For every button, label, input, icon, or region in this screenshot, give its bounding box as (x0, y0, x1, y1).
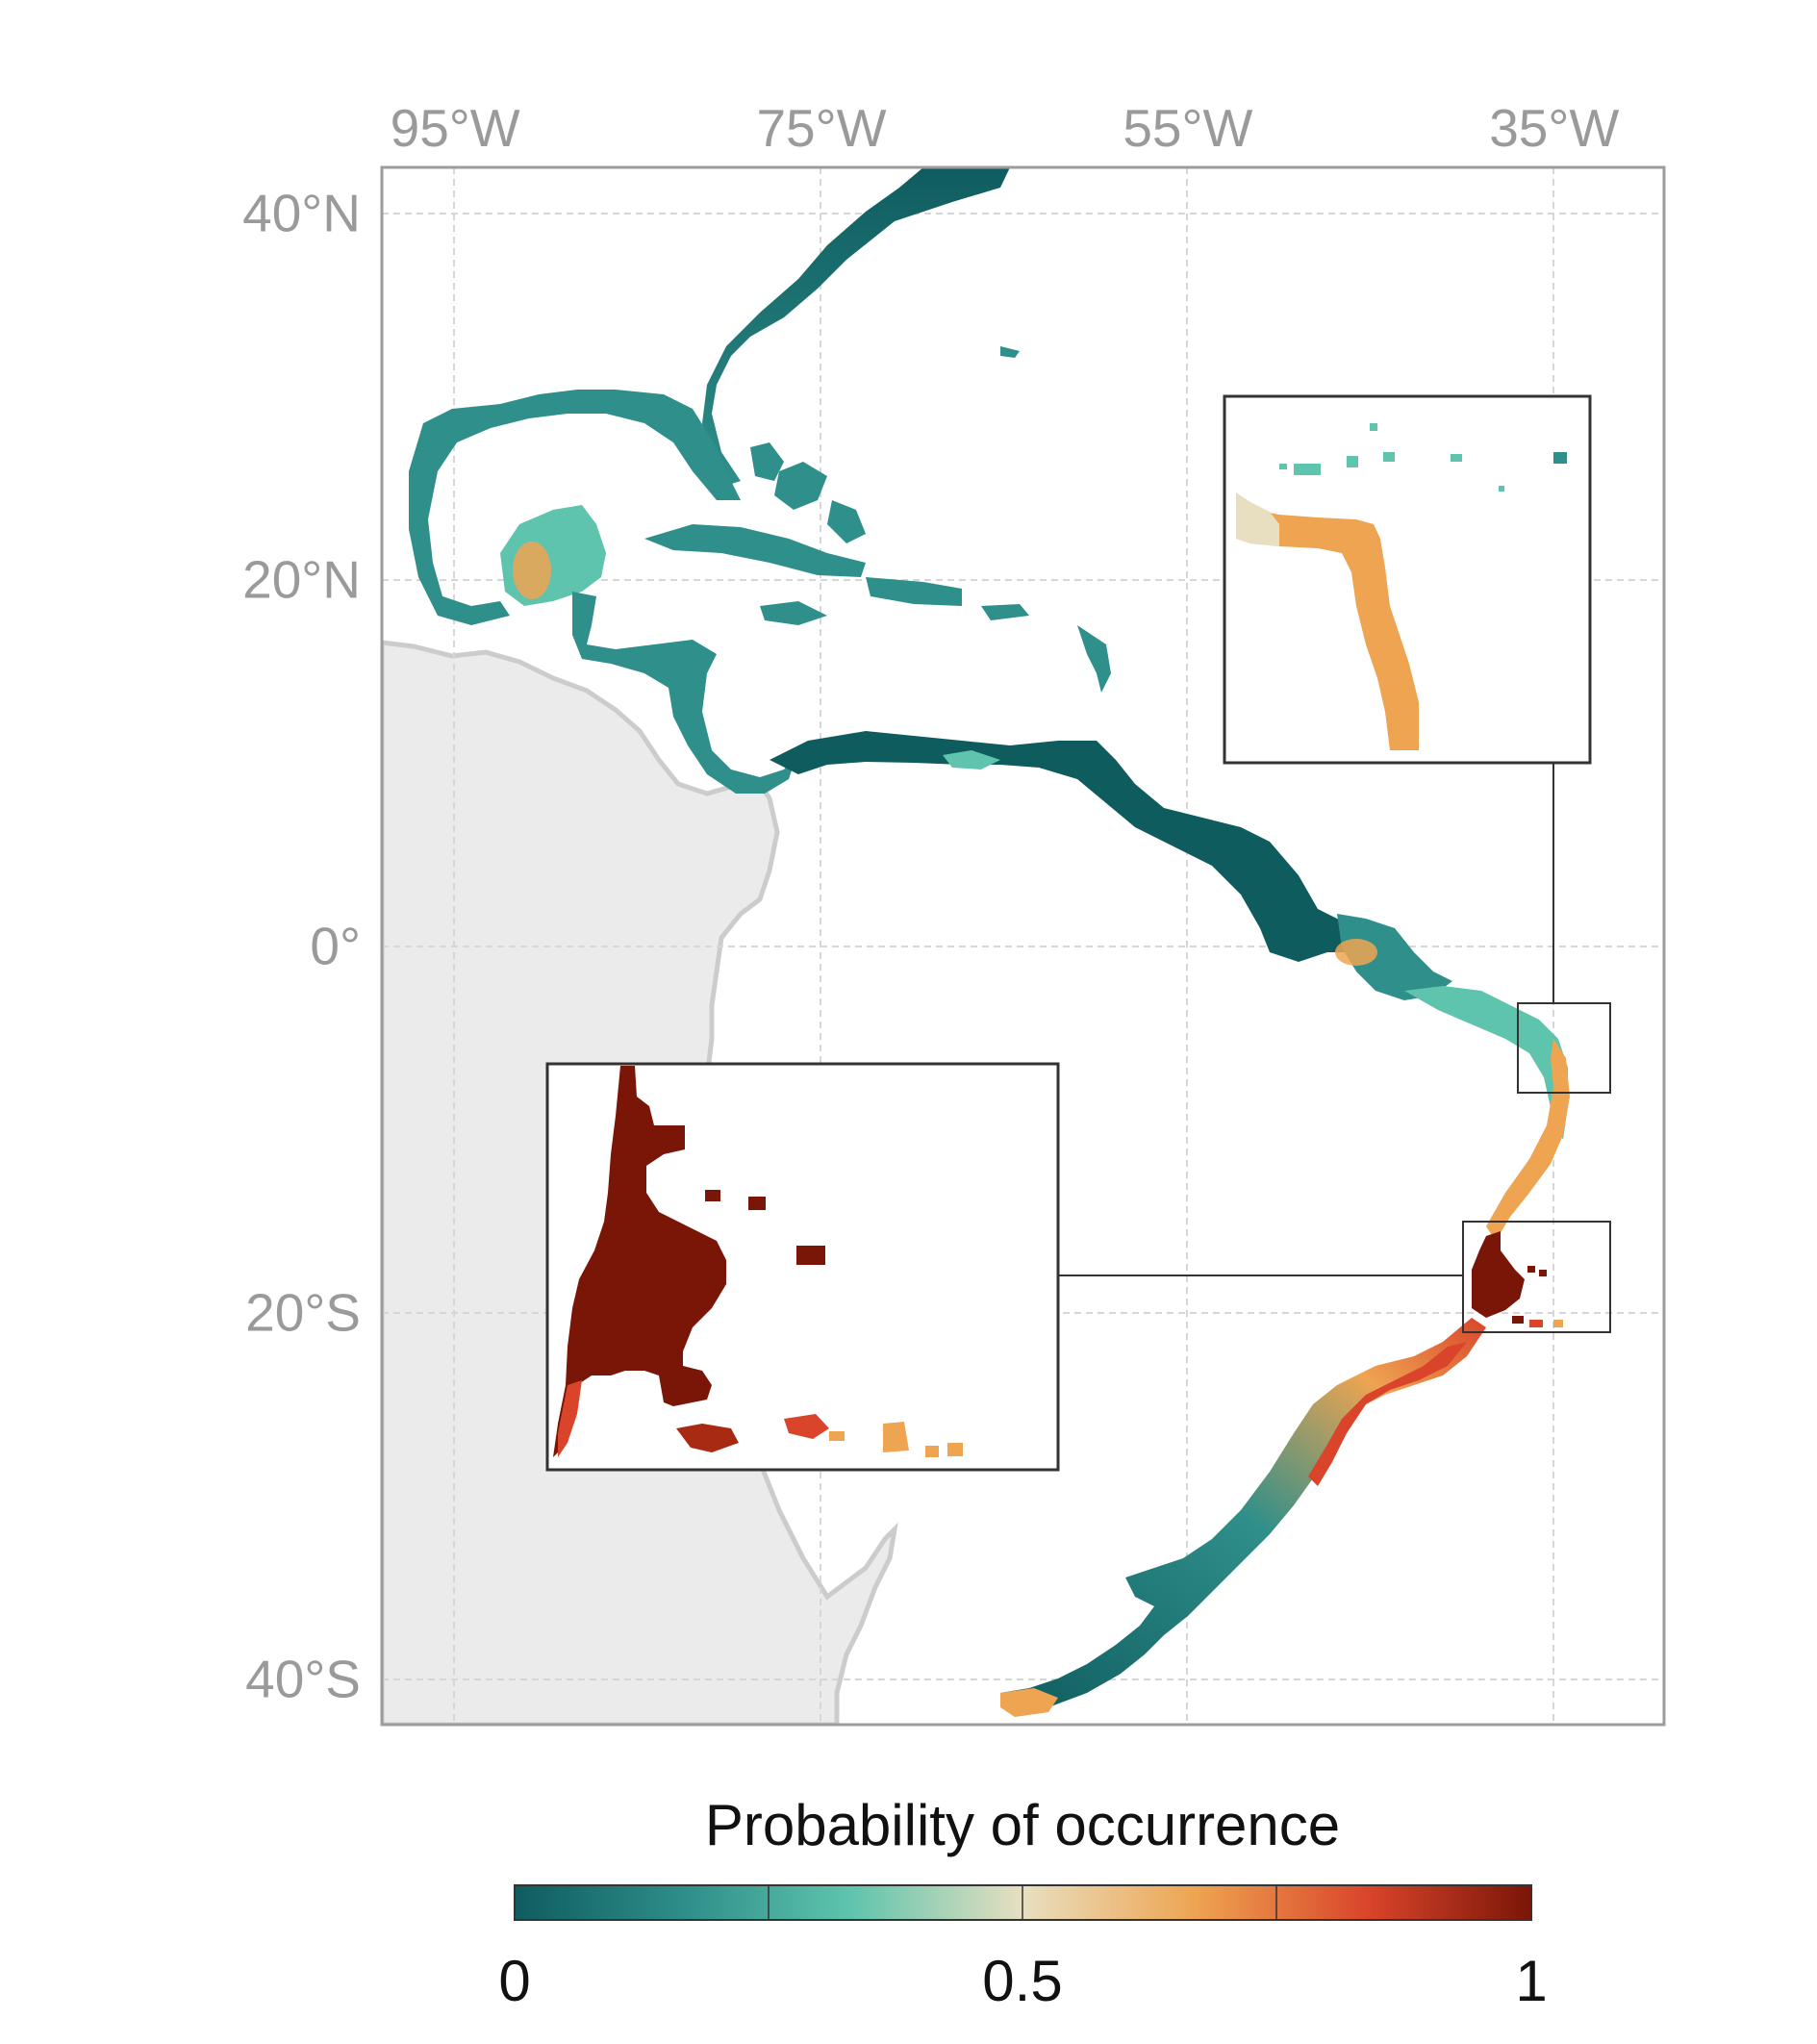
legend-title: Probability of occurrence (705, 1793, 1340, 1857)
latitude-label: 40°S (245, 1649, 361, 1708)
shelf-central-america (572, 592, 798, 794)
shelf-abrolhos (1472, 1231, 1525, 1318)
shelf-northeast-brazil (1404, 986, 1568, 1140)
longitude-label: 75°W (756, 98, 886, 158)
latitude-label: 40°N (242, 184, 361, 243)
abrolhos-inset-locator (1462, 1221, 1611, 1333)
legend-max-label: 1 (1515, 1949, 1547, 2013)
northeast-brazil-inset-islets (1279, 423, 1567, 492)
abrolhos-inset-islets (676, 1190, 825, 1452)
shelf-east-brazil (1486, 1039, 1570, 1241)
latitude-label: 20°N (242, 550, 361, 610)
northeast-brazil-inset-shelf-cool (1236, 492, 1279, 546)
abrolhos-inset-bank-coastal (558, 1380, 582, 1457)
shelf-gulf-of-mexico (409, 390, 741, 625)
northeast-brazil-inset-shelf (1236, 492, 1419, 750)
legend-mid-label: 0.5 (982, 1949, 1062, 2013)
latitude-labels: 40°N 20°N 0° 20°S 40°S (242, 184, 361, 1709)
map-frame (380, 165, 1666, 1727)
longitude-label: 35°W (1489, 98, 1619, 158)
longitude-label: 55°W (1123, 98, 1252, 158)
abrolhos-islets (1512, 1266, 1563, 1327)
shelf-southeast-brazil-coastal (1308, 1342, 1467, 1486)
latitude-label: 0° (310, 917, 361, 976)
shelf-amazon-mouth (1337, 914, 1452, 1000)
northeast-brazil-inset-locator (1517, 1002, 1611, 1094)
shelf-southeast-brazil (1000, 1318, 1486, 1712)
northeast-brazil-inset (1223, 394, 1592, 765)
shelf-us-east-coast (702, 167, 1010, 486)
shelf-south-america-north (770, 731, 1385, 962)
legend: Probability of occurrence 0 0.5 1 (498, 1793, 1547, 2013)
abrolhos-inset (545, 1062, 1060, 1472)
longitude-labels: 95°W 75°W 55°W 35°W (391, 98, 1620, 158)
shelf-caribbean-islands (644, 346, 1111, 693)
abrolhos-inset-bank (553, 1066, 726, 1457)
legend-min-label: 0 (498, 1949, 530, 2013)
amazon-mouth-hotspot (1335, 939, 1377, 966)
longitude-label: 95°W (391, 98, 520, 158)
shelf-north-warm-patch (943, 750, 1000, 770)
shelf-rio-de-la-plata (1000, 1688, 1058, 1717)
abrolhos-inset-reefs (784, 1414, 963, 1457)
latitude-label: 20°S (245, 1282, 361, 1342)
yucatan-hotspot (513, 542, 551, 599)
legend-colorbar-ticks (768, 1885, 1277, 1920)
